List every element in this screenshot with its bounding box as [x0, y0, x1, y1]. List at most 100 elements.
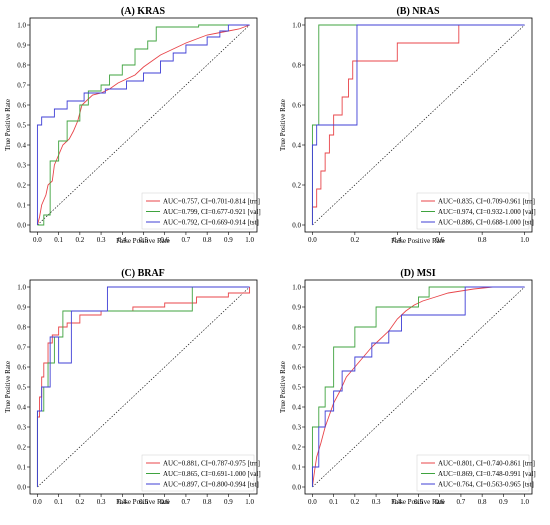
- y-tick-label: 0.2: [17, 444, 26, 452]
- y-axis-label: True Positive Rate: [4, 99, 12, 151]
- roc-curve-3: [36, 286, 250, 487]
- legend-entry: AUC=0.764, CI=0.563-0.965 [tst]: [438, 480, 534, 488]
- y-tick-label: 0.7: [17, 82, 26, 90]
- x-tick-label: 1.0: [245, 236, 254, 244]
- x-tick-label: 0.3: [372, 498, 381, 506]
- x-tick-label: 0.8: [478, 498, 487, 506]
- x-tick-label: 0.5: [414, 498, 423, 506]
- y-tick-label: 0.0: [17, 222, 26, 230]
- roc-curve-2: [311, 286, 525, 487]
- y-tick-label: 1.0: [17, 284, 26, 292]
- x-tick-label: 0.9: [224, 498, 233, 506]
- x-tick-label: 0.0: [33, 236, 42, 244]
- x-tick-label: 1.0: [520, 236, 529, 244]
- x-tick-label: 1.0: [520, 498, 529, 506]
- y-tick-label: 0.0: [17, 484, 26, 492]
- y-tick-label: 0.3: [292, 424, 301, 432]
- roc-panel-3: (C) BRAF 0.0 0.1 0.2 0.3 0.4 0.5 0.6 0.7 0.8 0.9 1.…: [4, 268, 261, 506]
- x-axis-label: False Positive Rate: [116, 498, 170, 506]
- x-tick-label: 0.4: [118, 236, 127, 244]
- x-tick-label: 0.3: [97, 236, 106, 244]
- chance-diagonal: [37, 286, 250, 488]
- legend-box: [416, 192, 530, 230]
- x-tick-label: 0.6: [160, 498, 169, 506]
- legend-box: [141, 192, 255, 230]
- y-tick-label: 0.5: [292, 384, 301, 392]
- roc-curve-2: [37, 24, 250, 226]
- y-tick-label: 0.4: [17, 404, 26, 412]
- legend-entry: AUC=0.799, CI=0.677-0.921 [val]: [163, 208, 261, 216]
- x-tick-label: 0.8: [203, 236, 212, 244]
- x-tick-label: 0.4: [393, 498, 402, 506]
- y-axis-label: True Positive Rate: [4, 361, 12, 413]
- legend-entry: AUC=0.881, CI=0.787-0.975 [trn]: [163, 459, 260, 467]
- y-tick-label: 0.4: [292, 142, 301, 150]
- y-tick-label: 0.1: [17, 464, 26, 472]
- legend-entry: AUC=0.974, CI=0.932-1.000 [val]: [438, 208, 536, 216]
- x-tick-label: 0.0: [33, 498, 42, 506]
- x-tick-label: 0.7: [457, 498, 466, 506]
- x-tick-label: 0.6: [160, 236, 169, 244]
- y-tick-label: 0.0: [292, 222, 301, 230]
- y-tick-label: 0.6: [292, 364, 301, 372]
- y-tick-label: 1.0: [17, 22, 26, 30]
- roc-panel-4: (D) MSI 0.0 0.1 0.2 0.3 0.4 0.5 0.6 0.7 0.8 0.9 1.0…: [279, 268, 536, 506]
- legend-entry: AUC=0.897, CI=0.800-0.994 [tst]: [163, 480, 259, 488]
- x-tick-label: 0.9: [224, 236, 233, 244]
- y-tick-label: 0.3: [17, 424, 26, 432]
- roc-curve-3: [36, 24, 250, 225]
- legend-entry: AUC=0.835, CI=0.709-0.961 [trn]: [438, 197, 535, 205]
- legend-entry: AUC=0.792, CI=0.669-0.914 [tst]: [163, 218, 259, 226]
- legend-entry: AUC=0.869, CI=0.748-0.991 [val]: [438, 470, 536, 478]
- x-tick-label: 0.8: [203, 498, 212, 506]
- roc-panel-2: (B) NRAS 0.0 0.2 0.4 0.6 0.8 1.0 0.0 0.2 0.4 0.6 0.…: [279, 6, 536, 245]
- y-tick-label: 0.1: [17, 202, 26, 210]
- roc-curve-3: [311, 286, 525, 487]
- y-tick-label: 0.6: [292, 102, 301, 110]
- x-tick-label: 0.4: [118, 498, 127, 506]
- y-tick-label: 0.9: [17, 42, 26, 50]
- y-tick-label: 0.2: [292, 182, 301, 190]
- panel-title: (C) BRAF: [121, 268, 165, 279]
- y-tick-label: 1.0: [292, 22, 301, 30]
- x-tick-label: 0.7: [182, 236, 191, 244]
- x-tick-label: 0.2: [350, 236, 359, 244]
- x-tick-label: 0.0: [308, 236, 317, 244]
- chance-diagonal: [37, 24, 250, 226]
- legend-entry: AUC=0.801, CI=0.740-0.861 [trn]: [438, 459, 535, 467]
- x-tick-label: 0.4: [393, 236, 402, 244]
- y-tick-label: 0.9: [292, 304, 301, 312]
- roc-curve-1: [36, 287, 251, 487]
- roc-panel-1: (A) KRAS 0.0 0.1 0.2 0.3 0.4 0.5 0.6 0.7 0.8 0.9 1.…: [4, 6, 261, 245]
- chance-diagonal: [312, 24, 525, 226]
- legend-box: [141, 454, 255, 492]
- legend-box: [416, 454, 530, 492]
- panel-title: (B) NRAS: [396, 6, 439, 17]
- y-tick-label: 0.9: [17, 304, 26, 312]
- y-tick-label: 0.8: [17, 62, 26, 70]
- x-axis-label: False Positive Rate: [116, 237, 170, 245]
- x-tick-label: 0.2: [350, 498, 359, 506]
- x-tick-label: 0.5: [139, 236, 148, 244]
- panel-title: (A) KRAS: [121, 6, 166, 17]
- y-tick-label: 0.4: [292, 404, 301, 412]
- y-tick-label: 0.7: [17, 344, 26, 352]
- legend-entry: AUC=0.865, CI=0.691-1.000 [val]: [163, 470, 261, 478]
- x-tick-label: 0.5: [139, 498, 148, 506]
- roc-curve-3: [311, 24, 525, 225]
- x-tick-label: 0.3: [97, 498, 106, 506]
- legend-entry: AUC=0.757, CI=0.701-0.814 [trn]: [163, 197, 260, 205]
- x-tick-label: 0.6: [435, 236, 444, 244]
- y-tick-label: 0.8: [292, 324, 301, 332]
- x-tick-label: 0.7: [182, 498, 191, 506]
- y-tick-label: 0.2: [292, 444, 301, 452]
- x-axis-label: False Positive Rate: [391, 498, 445, 506]
- x-tick-label: 0.1: [329, 498, 338, 506]
- x-tick-label: 0.9: [499, 498, 508, 506]
- x-tick-label: 0.6: [435, 498, 444, 506]
- y-tick-label: 0.0: [292, 484, 301, 492]
- y-axis-label: True Positive Rate: [279, 361, 287, 413]
- x-tick-label: 0.2: [75, 498, 84, 506]
- y-tick-label: 0.4: [17, 142, 26, 150]
